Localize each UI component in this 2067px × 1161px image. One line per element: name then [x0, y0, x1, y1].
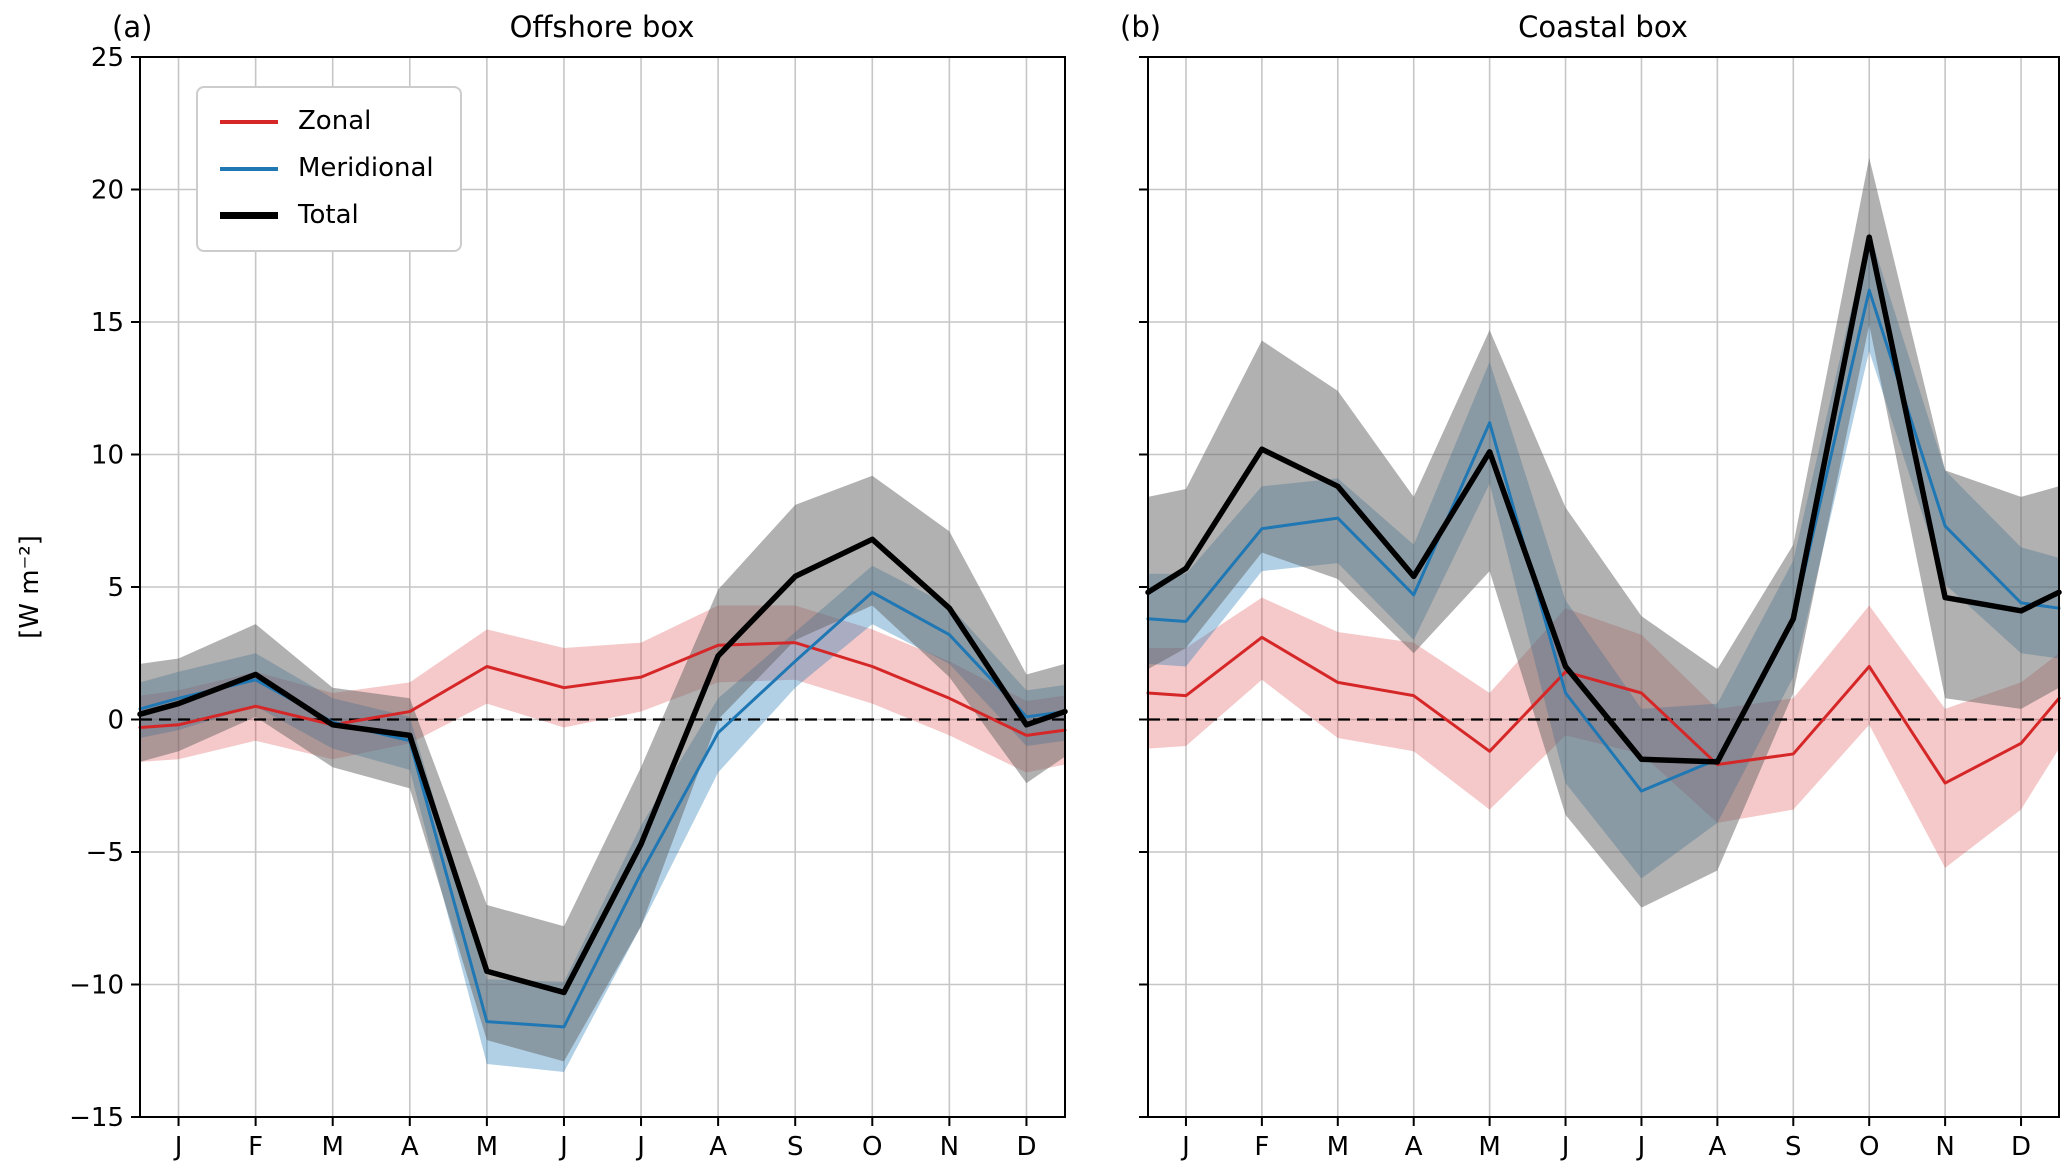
x-tick-label: J: [558, 1132, 568, 1161]
meridional-line: [138, 590, 1067, 1029]
zonal-line: [138, 641, 1067, 737]
x-tick-label: A: [709, 1132, 727, 1161]
x-tick-label: M: [1327, 1132, 1349, 1161]
x-tick-label: F: [1254, 1132, 1269, 1161]
y-tick-label: 5: [107, 573, 124, 603]
x-tick-label: O: [1859, 1132, 1879, 1161]
y-tick-label: 25: [91, 43, 124, 73]
panel-a-label: (a): [112, 10, 153, 44]
panel-a-title: Offshore box: [509, 10, 695, 44]
meridional-line-sample: [220, 166, 278, 171]
total-line: [137, 536, 1068, 996]
legend-label-total: Total: [298, 200, 359, 231]
total-line: [1145, 234, 2062, 765]
y-tick-label: 15: [91, 308, 124, 338]
x-tick-label: S: [787, 1132, 804, 1161]
y-axis-label: [W m⁻²]: [15, 535, 45, 639]
x-tick-label: A: [401, 1132, 419, 1161]
x-tick-label: A: [1405, 1132, 1423, 1161]
x-tick-label: M: [1478, 1132, 1500, 1161]
legend-label-zonal: Zonal: [298, 106, 372, 136]
legend-item-total: Total: [220, 200, 434, 231]
x-tick-label: J: [173, 1132, 183, 1161]
x-tick-label: J: [635, 1132, 645, 1161]
panel-b-title: Coastal box: [1518, 10, 1688, 44]
x-tick-label: N: [1935, 1132, 1954, 1161]
x-tick-label: F: [248, 1132, 263, 1161]
y-tick-label: −15: [69, 1103, 124, 1133]
meridional-line: [1146, 288, 2061, 793]
x-tick-label: N: [940, 1132, 959, 1161]
x-tick-label: D: [1016, 1132, 1036, 1161]
y-tick-label: 0: [107, 706, 124, 736]
y-tick-label: −10: [69, 971, 124, 1001]
x-tick-label: M: [321, 1132, 343, 1161]
x-tick-label: J: [1180, 1132, 1190, 1161]
x-tick-label: S: [1785, 1132, 1802, 1161]
legend-item-meridional: Meridional: [220, 153, 434, 184]
zonal-line-sample: [220, 119, 278, 124]
legend: Zonal Meridional Total: [196, 86, 462, 252]
x-tick-label: A: [1708, 1132, 1726, 1161]
x-tick-label: J: [1560, 1132, 1570, 1161]
panel-b-label: (b): [1120, 10, 1162, 44]
zonal-line: [1146, 635, 2061, 785]
total-line-sample: [220, 212, 278, 220]
y-tick-label: 10: [91, 441, 124, 471]
y-tick-label: 20: [91, 176, 124, 206]
ticks: J F M A M J J A S O N D −15 −10 −5 0 5 10 15 20 25: [69, 43, 1036, 1161]
x-tick-label: D: [2011, 1132, 2031, 1161]
y-tick-label: −5: [86, 838, 124, 868]
legend-label-meridional: Meridional: [298, 153, 434, 184]
legend-item-zonal: Zonal: [220, 106, 434, 137]
x-tick-label: O: [862, 1132, 882, 1161]
panel-a: J F M A M J J A S O N D −15 −10 −5 0 5 10 15 20 25: [69, 43, 1068, 1161]
x-tick-label: M: [476, 1132, 498, 1161]
x-tick-label: J: [1636, 1132, 1646, 1161]
total-band: [1148, 157, 2059, 908]
total-band: [140, 475, 1065, 1062]
